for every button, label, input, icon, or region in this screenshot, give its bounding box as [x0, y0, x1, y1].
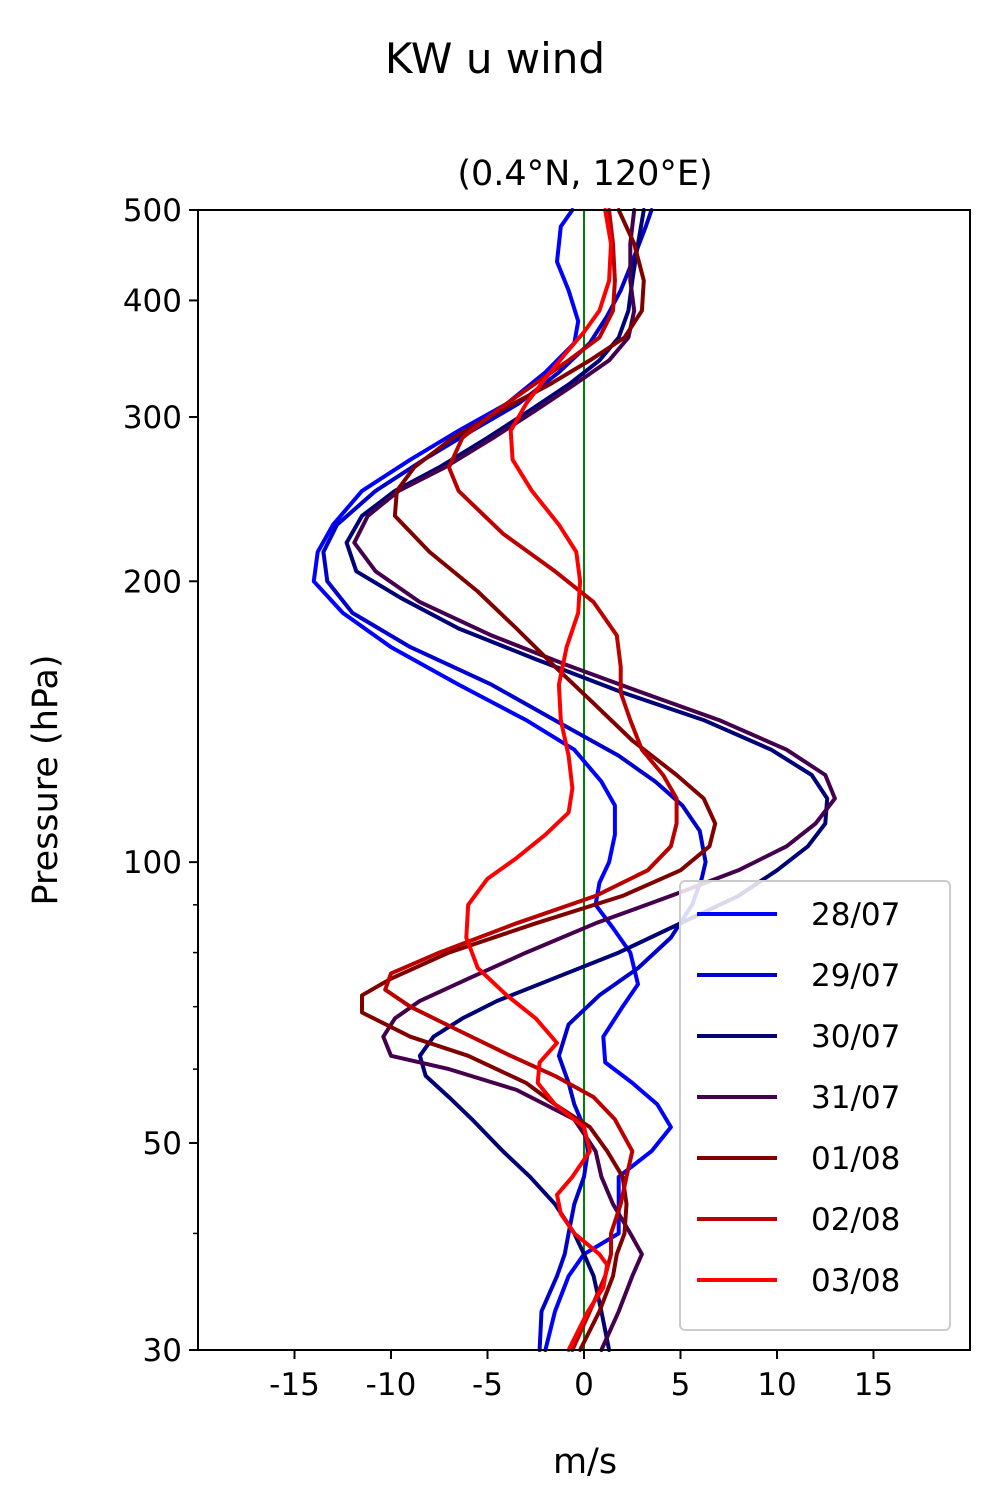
ticks-layer: -15 -10 -5 0 5 10 15 30 50 100 200 300 400 500 [123, 193, 893, 1403]
legend-label-1: 28/07 [811, 897, 900, 933]
y-tick-label: 400 [123, 283, 182, 319]
series-line-1 [311, 208, 673, 1352]
legend: 28/07 29/07 30/07 31/07 01/08 02/08 03/08 [679, 880, 951, 1331]
x-tick-label: -5 [472, 1367, 503, 1403]
x-tick-label: -15 [269, 1367, 320, 1403]
y-tick-label: 200 [123, 564, 182, 600]
series-line-6 [383, 208, 679, 1352]
x-tick-label: 10 [757, 1367, 796, 1403]
x-tick-label: 15 [854, 1367, 893, 1403]
x-tick-label: 5 [671, 1367, 691, 1403]
legend-label-5: 01/08 [811, 1141, 900, 1177]
chart-title: (0.4°N, 120°E) [457, 154, 712, 194]
legend-label-3: 30/07 [811, 1019, 900, 1055]
x-tick-label: 0 [574, 1367, 594, 1403]
figure-suptitle: KW u wind [385, 34, 605, 83]
legend-label-7: 03/08 [811, 1263, 900, 1299]
series-layer [311, 208, 837, 1352]
y-tick-label: 300 [123, 400, 182, 436]
series-line-4 [352, 208, 837, 1352]
x-axis-label: m/s [553, 1442, 617, 1482]
y-axis-label: Pressure (hPa) [26, 654, 66, 905]
y-tick-label: 100 [123, 845, 182, 881]
y-tick-label: 500 [123, 193, 182, 229]
legend-label-6: 02/08 [811, 1202, 900, 1238]
legend-label-4: 31/07 [811, 1080, 900, 1116]
x-tick-label: -10 [366, 1367, 417, 1403]
series-line-7 [464, 208, 613, 1352]
y-tick-label: 50 [143, 1126, 182, 1162]
series-line-2 [321, 208, 708, 1352]
legend-label-2: 29/07 [811, 958, 900, 994]
y-tick-label: 30 [143, 1333, 182, 1369]
series-line-5 [360, 208, 718, 1352]
